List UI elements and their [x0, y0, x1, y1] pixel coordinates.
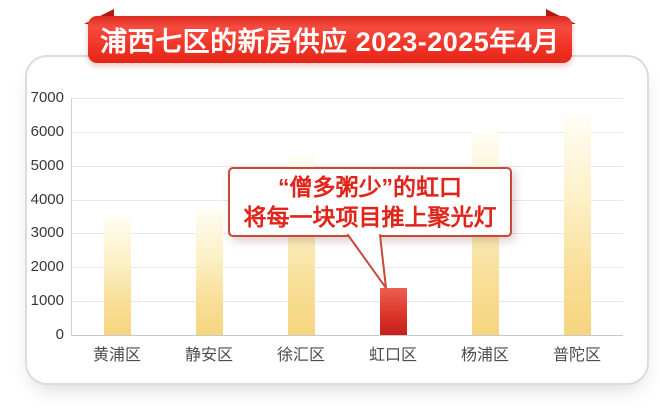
x-tick-label: 普陀区 [552, 347, 601, 364]
annotation-line-2: 将每一块项目推上聚光灯 [243, 204, 497, 230]
x-tick-label: 虹口区 [368, 347, 417, 364]
y-tick-label: 0 [55, 326, 64, 343]
bar-黄浦区 [103, 216, 131, 335]
annotation-callout: “僧多粥少”的虹口 将每一块项目推上聚光灯 [228, 167, 512, 237]
y-tick-label: 4000 [30, 190, 64, 208]
bar-静安区 [195, 209, 223, 335]
gridline-2000 [71, 267, 623, 269]
page-title: 浦西七区的新房供应 2023-2025年4月 [100, 27, 560, 57]
y-axis-line [71, 98, 72, 335]
bar-虹口区 [379, 287, 407, 335]
y-tick-label: 2000 [30, 258, 64, 276]
y-tick-label: 7000 [30, 89, 64, 106]
y-tick-label: 3000 [30, 224, 64, 242]
x-tick-label: 杨浦区 [460, 347, 509, 364]
gridline-5000 [71, 165, 623, 167]
y-tick-label: 5000 [30, 156, 64, 174]
title-banner: 浦西七区的新房供应 2023-2025年4月 [88, 16, 572, 63]
gridline-1000 [71, 301, 623, 303]
x-tick-label: 静安区 [184, 347, 233, 364]
bar-普陀区 [563, 118, 591, 335]
gridline-6000 [71, 131, 623, 133]
y-tick-label: 1000 [30, 292, 64, 310]
annotation-line-1: “僧多粥少”的虹口 [278, 174, 462, 200]
gridline-7000 [71, 98, 623, 99]
y-tick-label: 6000 [30, 122, 64, 140]
x-tick-label: 徐汇区 [276, 347, 325, 364]
callout-pointer-icon [347, 234, 387, 289]
gridline-0 [71, 335, 623, 336]
x-tick-label: 黄浦区 [92, 347, 141, 364]
